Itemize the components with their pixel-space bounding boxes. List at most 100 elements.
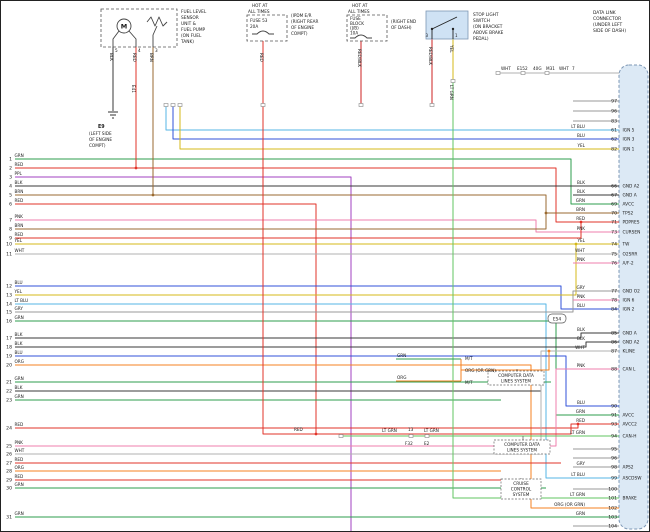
wire-color-label: BRN [576, 207, 585, 212]
left-pin-number: 8 [9, 227, 12, 233]
left-pin-number: 2 [9, 166, 12, 172]
left-pin-number: 28 [6, 469, 12, 475]
annotation-label: RED [259, 53, 264, 62]
ecm-connector-body [618, 64, 649, 530]
junction-dot [151, 193, 155, 197]
left-pin-number: 1 [9, 157, 12, 163]
annotation-label: 40G [533, 66, 542, 71]
wire-color-label: PNK [15, 214, 24, 219]
wire-color-label: GRN [576, 511, 585, 516]
annotation-label: 7 [572, 66, 575, 71]
wire [15, 213, 547, 230]
sender-lead [152, 25, 158, 47]
fuse-symbol [350, 34, 372, 39]
ground-ref-label: E9 [98, 124, 105, 130]
wire-color-label: GRN [576, 198, 585, 203]
annotation-label: E152 [517, 66, 528, 71]
connector-tick [495, 71, 501, 75]
wire-color-label: LT BLU [15, 298, 29, 303]
annotation-label: RED [132, 53, 137, 62]
left-pin-number: 23 [6, 398, 12, 404]
wire-color-label: BLK [577, 180, 585, 185]
pin-signal-label: TPS2 [622, 211, 634, 217]
connector-tick [177, 103, 183, 107]
wire-color-label: BLK [15, 385, 23, 390]
left-pin-number: 7 [9, 218, 12, 224]
component-label: (IPDM E/R [291, 13, 312, 18]
pin-number: 67 [611, 193, 617, 199]
wire [15, 303, 619, 479]
wire-color-label: BRN [15, 223, 24, 228]
wire-color-label: RED [15, 474, 24, 479]
pin-number: 74 [611, 242, 617, 248]
callout-text: LINES SYSTEM [507, 447, 537, 452]
wire [452, 81, 619, 499]
pin-signal-label: GND A2 [623, 340, 640, 346]
dlc-label: (UNDER LEFT [593, 22, 622, 28]
annotation-label: LT GRN [382, 428, 397, 433]
left-pin-number: 26 [6, 452, 12, 458]
left-pin-number: 29 [6, 478, 12, 484]
component-label: STOP LIGHT [473, 12, 499, 18]
annotation-label: WHT [501, 66, 511, 71]
wire-color-label: BLU [15, 280, 23, 285]
pin-number: 76 [611, 261, 617, 267]
left-pin-number: 4 [9, 184, 12, 190]
wire-color-label: BLU [15, 350, 23, 355]
callout-text: SYSTEM [513, 492, 530, 497]
wire-color-label: BLK [577, 327, 585, 332]
annotation-label: LT GRN [449, 85, 454, 100]
callout-box [487, 370, 545, 386]
annotation-label: M31 [546, 66, 555, 71]
pin-number: 73 [611, 230, 617, 236]
callout-text: CONTROL [511, 486, 532, 491]
connector-tick [170, 103, 176, 107]
wire-color-label: GRY [15, 306, 24, 311]
wire [15, 222, 582, 239]
component-label: COMPT) [291, 31, 308, 36]
left-pin-number: 19 [6, 354, 12, 360]
pump-lead [112, 30, 120, 47]
wire-color-label: GRN [576, 409, 585, 414]
wire-color-label: ORG [15, 359, 24, 364]
pin-signal-label: IGN 3 [623, 137, 635, 143]
stop-switch-box [425, 10, 469, 40]
wire-color-label: BLK [577, 189, 585, 194]
switch-lever [431, 16, 458, 30]
component-label: SENSOR [181, 15, 199, 21]
left-pin-number: 15 [6, 310, 12, 316]
pin-signal-label: CURSEN [623, 230, 641, 236]
ref-tag [547, 313, 567, 324]
pin-signal-label: IGN 5 [623, 128, 635, 134]
wire [15, 158, 619, 205]
component-label: (ON FUEL [181, 33, 202, 39]
pin-signal-label: ASCDSW [623, 476, 643, 482]
component-label: TANK) [180, 39, 194, 45]
pin-number: 69 [611, 202, 617, 208]
pin-number: 70 [611, 211, 617, 217]
callout-text: COMPUTER DATA [498, 373, 534, 378]
annotation-label: 4 [138, 48, 141, 53]
callout-text: COMPUTER DATA [504, 442, 540, 447]
ref-tag-label: E54 [553, 317, 562, 323]
connector-tick [260, 103, 266, 107]
component-label: ABOVE BRAKE [473, 30, 504, 36]
wire-color-label: RED [576, 418, 585, 423]
motor-letter: M [121, 23, 127, 31]
pin-number: 103 [608, 515, 617, 521]
wire [262, 41, 619, 435]
component-label: FUEL LEVEL [181, 9, 207, 15]
annotation-label: ALL TIMES [248, 9, 270, 14]
pin-number: 98 [611, 465, 617, 471]
annotation-label: BRN [149, 53, 154, 62]
wire-color-label: YEL [14, 238, 23, 243]
pin-number: 100 [608, 487, 617, 493]
wire [15, 194, 619, 214]
left-pin-number: 20 [6, 363, 12, 369]
component-label: OF DASH) [391, 25, 412, 30]
pin-number: 83 [611, 119, 617, 125]
pin-number: 101 [608, 496, 617, 502]
pin-signal-label: AVCC [623, 413, 635, 419]
left-pin-number: 16 [6, 319, 12, 325]
pin-number: 96 [611, 109, 617, 115]
